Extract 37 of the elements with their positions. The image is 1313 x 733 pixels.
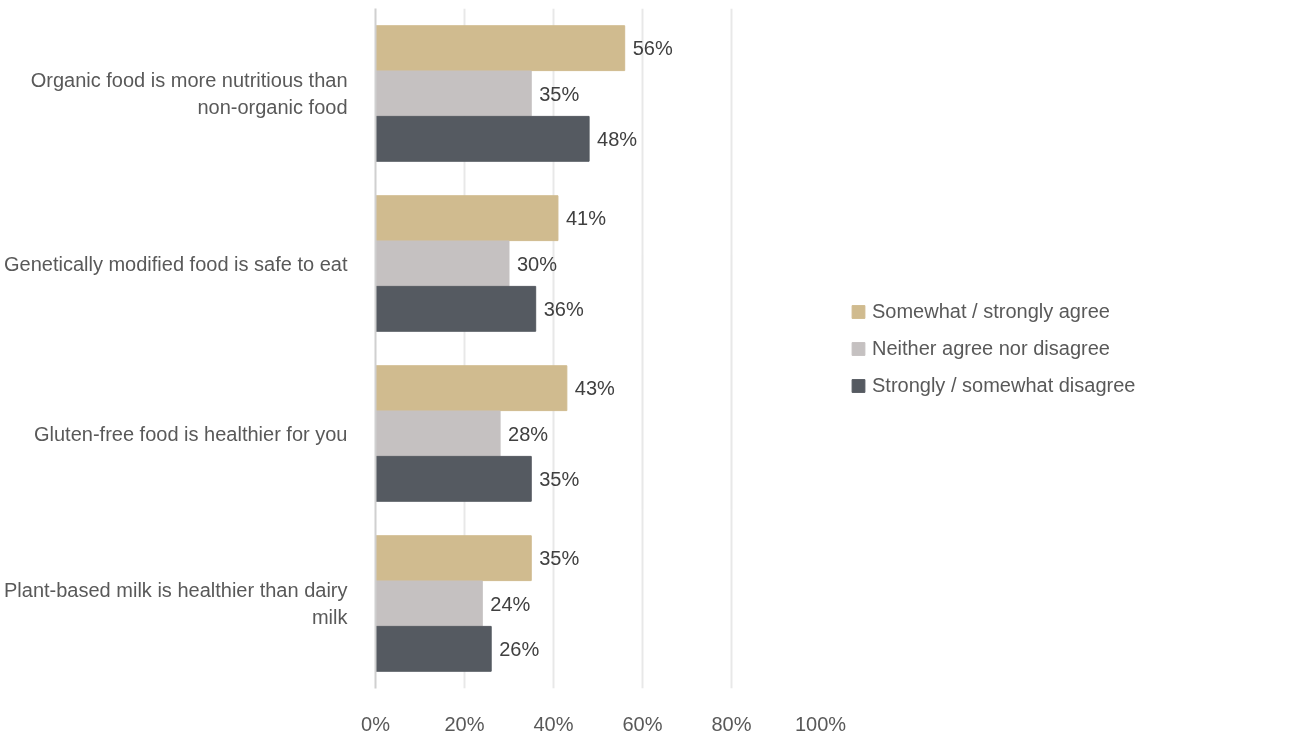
x-tick-label: 80% xyxy=(711,712,752,733)
y-tick-label: Genetically modified food is safe to eat xyxy=(3,252,348,275)
bar xyxy=(375,240,510,287)
x-tick-label: 40% xyxy=(533,712,574,733)
x-tick-label: 0% xyxy=(361,712,391,733)
data-label: 56% xyxy=(632,37,673,60)
bar xyxy=(375,285,537,332)
bar xyxy=(375,25,626,72)
bar xyxy=(375,70,532,117)
x-tick-label: 100% xyxy=(794,712,847,733)
data-label: 35% xyxy=(539,547,580,570)
y-tick-label: Gluten-free food is healthier for you xyxy=(33,422,348,445)
data-label: 26% xyxy=(499,637,540,660)
bar xyxy=(375,535,532,582)
data-label: 30% xyxy=(517,252,558,275)
bar xyxy=(375,455,532,502)
bar xyxy=(375,580,483,627)
x-tick-label: 20% xyxy=(444,712,485,733)
legend-label: Strongly / somewhat disagree xyxy=(872,373,1136,397)
data-label: 43% xyxy=(574,377,616,400)
data-label: 36% xyxy=(543,297,584,320)
data-label: 48% xyxy=(597,127,638,150)
data-label: 35% xyxy=(539,467,580,490)
legend-label: Somewhat / strongly agree xyxy=(872,299,1110,323)
data-label: 28% xyxy=(508,422,549,445)
data-label: 24% xyxy=(490,592,531,615)
y-tick-label: Plant-based milk is healthier than dairy milk xyxy=(3,579,349,628)
bar xyxy=(375,625,492,672)
bar xyxy=(375,365,568,412)
legend-label: Neither agree nor disagree xyxy=(872,336,1110,360)
data-label: 35% xyxy=(539,82,580,105)
data-label: 41% xyxy=(565,207,607,230)
y-tick-label: Organic food is more nutritious than non-organic food xyxy=(30,69,348,118)
bar xyxy=(375,195,559,242)
bar xyxy=(375,410,501,457)
x-tick-label: 60% xyxy=(622,712,663,733)
bar xyxy=(375,115,590,162)
